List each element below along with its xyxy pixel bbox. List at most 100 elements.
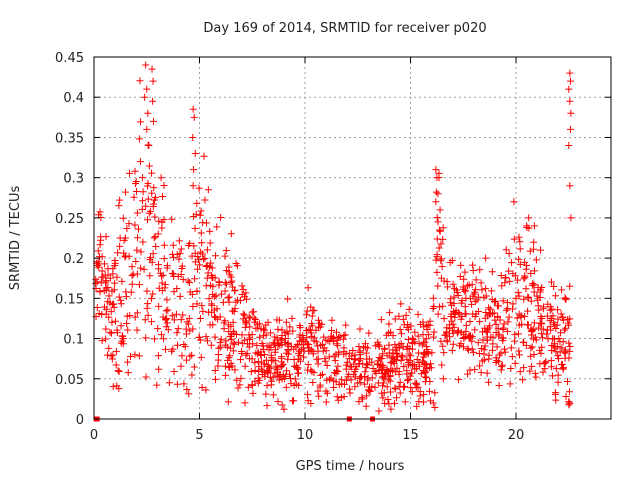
data-point [112,361,120,369]
data-point [566,125,574,133]
data-point [188,252,196,260]
data-point [307,366,315,374]
data-point [342,321,350,329]
data-point [423,322,431,330]
data-point [137,248,145,256]
x-tick-label: 10 [297,428,314,443]
data-point [113,273,121,281]
data-point [133,234,141,242]
data-point [482,309,490,317]
data-point [340,331,348,339]
data-point [429,294,437,302]
data-point [511,337,519,345]
data-point [107,352,115,360]
data-point [511,359,519,367]
data-point [155,302,163,310]
data-point [249,389,257,397]
data-point [328,334,336,342]
data-point [130,193,138,201]
data-point [407,322,415,330]
data-point [414,310,422,318]
data-point [115,293,123,301]
data-point [116,196,124,204]
data-point [211,313,219,321]
data-point [537,246,545,254]
data-point [411,379,419,387]
data-point [501,348,509,356]
data-point [146,272,154,280]
data-point [488,268,496,276]
data-point [439,224,447,232]
data-point [109,383,117,391]
data-point [227,278,235,286]
data-point [232,298,240,306]
data-point [125,220,133,228]
data-point [283,367,291,375]
data-point [408,345,416,353]
data-point [210,306,218,314]
data-point [190,242,198,250]
data-point [145,209,153,217]
data-point [228,277,236,285]
data-point [336,332,344,340]
data-point [547,363,555,371]
data-point [299,332,307,340]
data-point [104,265,112,273]
data-point [160,241,168,249]
data-point [552,324,560,332]
data-point [468,345,476,353]
data-point [148,189,156,197]
data-point [395,312,403,320]
data-point [211,274,219,282]
data-point [423,345,431,353]
data-point [341,331,349,339]
data-point [274,398,282,406]
data-point [238,331,246,339]
data-point [309,378,317,386]
data-point [530,238,538,246]
data-point [323,389,331,397]
data-point [162,345,170,353]
data-point [133,326,141,334]
data-point [532,373,540,381]
data-point [274,325,282,333]
data-point [278,361,286,369]
data-point [345,355,353,363]
data-point [241,293,249,301]
data-point [307,303,315,311]
data-point [149,77,157,85]
data-point [234,296,242,304]
data-point [498,334,506,342]
data-point [98,267,106,275]
data-point [419,318,427,326]
data-point [227,323,235,331]
data-point [338,380,346,388]
data-point [104,271,112,279]
data-point [280,405,288,413]
data-point [135,281,143,289]
data-point [554,378,562,386]
data-point [193,287,201,295]
data-point [237,356,245,364]
data-point [199,307,207,315]
data-point [154,352,162,360]
data-point [531,369,539,377]
data-point [513,314,521,322]
data-point [520,338,528,346]
data-point [278,401,286,409]
data-point [178,352,186,360]
data-point [416,388,424,396]
data-point [164,326,172,334]
data-point [546,317,554,325]
data-point [212,252,220,260]
data-point [383,352,391,360]
data-point [92,279,100,287]
data-point [433,251,441,259]
data-point [501,345,509,353]
data-point [374,357,382,365]
data-point [566,282,574,290]
data-point [226,352,234,360]
data-point [103,351,111,359]
data-point [492,329,500,337]
data-point [549,312,557,320]
